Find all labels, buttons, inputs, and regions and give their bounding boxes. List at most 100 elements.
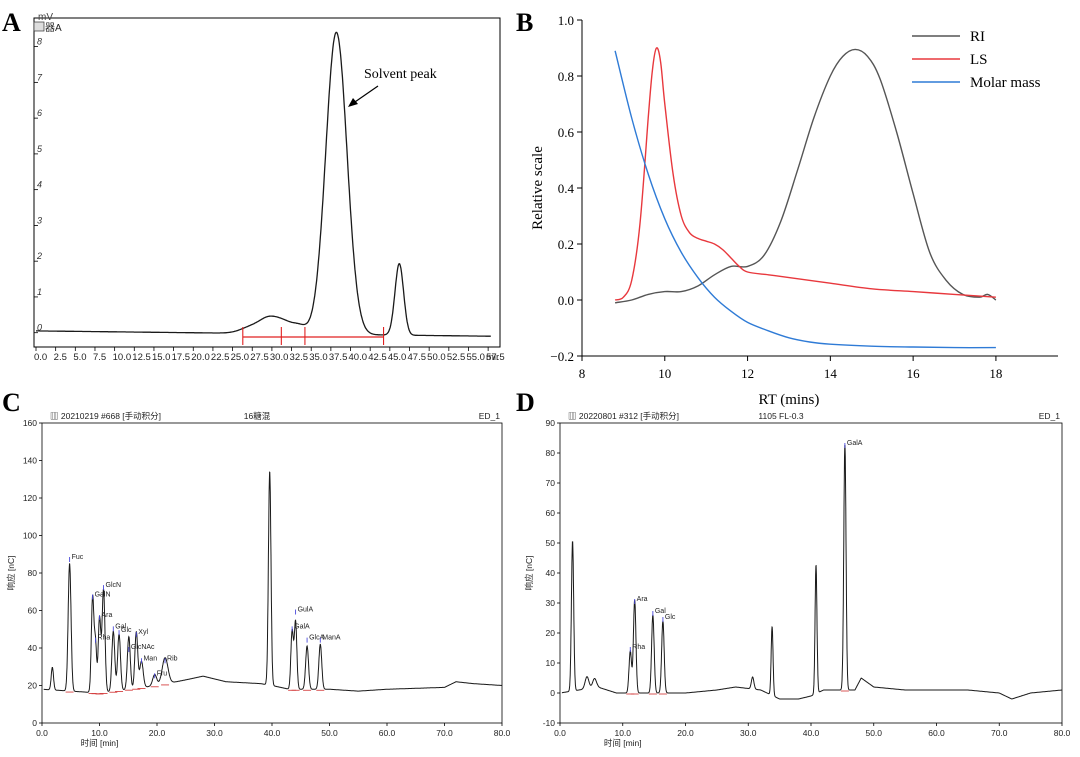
chart-b-molar-mass: −0.2 0.0 0.2 0.4 0.6 0.8 1.0 8 10 12 14 16 18 RT (min…	[530, 13, 1058, 408]
x-tick-label: 37.5	[329, 352, 348, 363]
legend-swatch	[33, 21, 45, 32]
x-tick-label: 42.5	[368, 352, 387, 363]
y-tick-label: 0.8	[558, 69, 574, 84]
x-axis-label: RT (mins)	[758, 392, 819, 408]
x-tick-label: 52.5	[447, 352, 466, 363]
y-tick-label: 3	[37, 215, 42, 225]
y-tick-label: 120	[23, 493, 37, 503]
sample-name: 1105 FL-0.3	[758, 411, 803, 421]
x-tick-label: 12.5	[132, 352, 151, 363]
peak-label: GalA	[294, 623, 310, 630]
x-tick-label: 20.0	[677, 728, 694, 738]
chromatogram-trace	[561, 445, 1062, 700]
peak-label: Man	[143, 655, 157, 662]
y-tick-label: 4	[37, 180, 42, 190]
x-tick-label: 57.5	[486, 352, 505, 363]
x-tick-label: 10	[658, 366, 671, 381]
series-line-molar-mass	[614, 50, 996, 349]
x-tick-label: 60.0	[928, 728, 945, 738]
chromatogram-trace	[43, 471, 502, 693]
x-tick-label: 45.0	[388, 352, 407, 363]
panel-label-c: C	[2, 388, 21, 417]
annotation-arrow-head	[348, 98, 358, 107]
x-tick-label: 7.5	[93, 352, 106, 363]
x-tick-label: 40.0	[803, 728, 820, 738]
peak-label: Xyl	[138, 629, 148, 636]
y-tick-label: 40	[28, 643, 38, 653]
x-tick-label: 30.0	[270, 352, 289, 363]
y-axis-label: 响应 [nC]	[6, 556, 16, 591]
y-tick-label: 30	[546, 598, 556, 608]
peak-label: Fru	[157, 670, 168, 677]
x-tick-label: 47.5	[408, 352, 427, 363]
y-tick-label: 90	[546, 418, 556, 428]
y-tick-label: 5	[37, 144, 43, 154]
x-tick-label: 8	[579, 366, 586, 381]
y-tick-label: 0	[32, 718, 37, 728]
x-tick-label: 5.0	[73, 352, 86, 363]
peak-label: Gal	[655, 608, 666, 615]
x-tick-label: 70.0	[991, 728, 1008, 738]
y-tick-label: 100	[23, 531, 37, 541]
x-tick-label: 17.5	[172, 352, 191, 363]
y-tick-label: 20	[28, 681, 38, 691]
x-tick-label: 80.0	[1054, 728, 1071, 738]
y-tick-label: 160	[23, 418, 37, 428]
x-tick-label: 40.0	[264, 728, 281, 738]
y-tick-label: 8	[37, 37, 42, 47]
y-tick-label: 60	[546, 508, 556, 518]
annotation-arrow-line	[351, 85, 379, 105]
x-tick-label: 18	[989, 366, 1002, 381]
x-tick-label: 22.5	[211, 352, 230, 363]
y-tick-label: 20	[546, 628, 556, 638]
y-tick-label: -10	[543, 718, 556, 728]
x-tick-label: 20.0	[191, 352, 210, 363]
plot-frame	[33, 17, 501, 348]
peak-label: Glc	[665, 614, 676, 621]
x-tick-label: 0.0	[34, 352, 47, 363]
x-axis-label: 时间 [min]	[604, 738, 642, 748]
x-tick-label: 70.0	[436, 728, 453, 738]
peak-label: ManA	[322, 635, 341, 642]
x-tick-label: 30.0	[740, 728, 757, 738]
peak-label: GulA	[298, 607, 314, 614]
peak-label: Rha	[632, 644, 645, 651]
x-tick-label: 10.0	[91, 728, 108, 738]
peak-label: GlcA	[309, 635, 325, 642]
chart-c-monosaccharide-standards: ▥ 20210219 #668 [手动积分] 16糖混 ED_1 0 20 40 60 80 1…	[6, 411, 511, 748]
y-tick-label: 0	[37, 323, 42, 333]
series-line-ls	[614, 47, 996, 301]
chart-d-sample-composition: ▥ 20220801 #312 [手动积分] 1105 FL-0.3 ED_1 -10…	[524, 411, 1071, 748]
y-axis-unit: mV	[38, 12, 53, 23]
peak-label: Ara	[637, 596, 648, 603]
sample-name: 16糖混	[244, 411, 271, 421]
y-tick-label: 7	[37, 72, 43, 82]
x-tick-label: 10.0	[614, 728, 631, 738]
x-tick-label: 2.5	[54, 352, 67, 363]
peak-label: GalA	[847, 440, 863, 447]
y-axis-label: 响应 [nC]	[524, 556, 534, 591]
panel-label-b: B	[516, 8, 534, 37]
x-tick-label: 15.0	[152, 352, 171, 363]
y-tick-label: 140	[23, 456, 37, 466]
y-tick-label: 1.0	[558, 13, 574, 28]
legend-label-ri: RI	[970, 29, 985, 45]
x-tick-label: 50.0	[427, 352, 446, 363]
x-tick-label: 20.0	[149, 728, 166, 738]
x-tick-label: 60.0	[379, 728, 396, 738]
detector-label: ED_1	[479, 411, 501, 421]
y-tick-label: 50	[546, 538, 556, 548]
panel-label-a: A	[2, 8, 21, 37]
x-tick-label: 30.0	[206, 728, 223, 738]
x-tick-label: 10.0	[113, 352, 132, 363]
y-tick-label: 80	[28, 568, 38, 578]
x-axis-label: 时间 [min]	[81, 738, 119, 748]
run-header: ▥ 20210219 #668 [手动积分]	[50, 411, 161, 421]
plot-frame	[559, 422, 1063, 724]
x-tick-label: 12	[741, 366, 754, 381]
y-tick-label: 60	[28, 606, 38, 616]
peak-label: Gal	[115, 623, 126, 630]
y-tick-label: 40	[546, 568, 556, 578]
peak-label: Rib	[167, 655, 178, 662]
